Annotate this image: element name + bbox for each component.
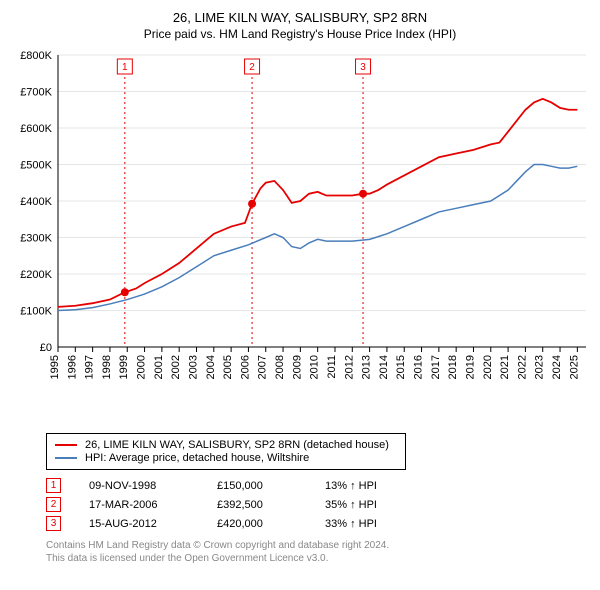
svg-text:2008: 2008	[274, 355, 286, 379]
chart-area: £0 £100K £200K £300K £400K £500K £600K £700K £80…	[8, 47, 592, 427]
svg-text:2003: 2003	[187, 355, 199, 379]
transaction-table: 1 09-NOV-1998 £150,000 13% ↑ HPI 2 17-MAR-200…	[46, 478, 592, 531]
svg-text:£300K: £300K	[20, 233, 52, 245]
legend-item-hpi: HPI: Average price, detached house, Wilt…	[55, 452, 397, 464]
transaction-row: 2 17-MAR-2006 £392,500 35% ↑ HPI	[46, 497, 592, 512]
svg-text:£600K: £600K	[20, 123, 52, 135]
legend: 26, LIME KILN WAY, SALISBURY, SP2 8RN (d…	[46, 433, 406, 470]
svg-text:2012: 2012	[343, 355, 355, 379]
svg-text:2009: 2009	[291, 355, 303, 379]
footer-line-2: This data is licensed under the Open Gov…	[46, 553, 328, 564]
svg-text:3: 3	[360, 62, 366, 73]
svg-text:2014: 2014	[378, 355, 390, 379]
svg-text:2016: 2016	[413, 355, 425, 379]
legend-label-hpi: HPI: Average price, detached house, Wilt…	[85, 452, 309, 464]
svg-text:£0: £0	[40, 342, 52, 354]
transaction-diff: 13% ↑ HPI	[325, 480, 415, 492]
legend-label-price-paid: 26, LIME KILN WAY, SALISBURY, SP2 8RN (d…	[85, 439, 389, 451]
transaction-row: 3 15-AUG-2012 £420,000 33% ↑ HPI	[46, 516, 592, 531]
svg-text:2021: 2021	[499, 355, 511, 379]
transaction-marker: 2	[46, 497, 61, 512]
svg-text:2006: 2006	[239, 355, 251, 379]
transaction-price: £420,000	[217, 518, 297, 530]
svg-text:£100K: £100K	[20, 306, 52, 318]
svg-text:2: 2	[249, 62, 255, 73]
svg-text:2024: 2024	[551, 355, 563, 379]
legend-swatch-hpi	[55, 457, 77, 459]
svg-text:2015: 2015	[395, 355, 407, 379]
svg-text:1995: 1995	[49, 355, 61, 379]
svg-text:2025: 2025	[568, 355, 580, 379]
svg-text:2023: 2023	[534, 355, 546, 379]
svg-text:2018: 2018	[447, 355, 459, 379]
svg-text:2000: 2000	[136, 355, 148, 379]
svg-text:1997: 1997	[84, 355, 96, 379]
transaction-price: £150,000	[217, 480, 297, 492]
legend-item-price-paid: 26, LIME KILN WAY, SALISBURY, SP2 8RN (d…	[55, 439, 397, 451]
svg-text:£400K: £400K	[20, 196, 52, 208]
svg-text:1996: 1996	[66, 355, 78, 379]
svg-text:1999: 1999	[118, 355, 130, 379]
svg-text:2020: 2020	[482, 355, 494, 379]
transaction-date: 15-AUG-2012	[89, 518, 189, 530]
svg-text:£800K: £800K	[20, 50, 52, 62]
svg-text:£500K: £500K	[20, 160, 52, 172]
transaction-date: 17-MAR-2006	[89, 499, 189, 511]
svg-text:2011: 2011	[326, 355, 338, 379]
svg-text:2005: 2005	[222, 355, 234, 379]
svg-text:2004: 2004	[205, 355, 217, 379]
svg-text:£200K: £200K	[20, 269, 52, 281]
transaction-price: £392,500	[217, 499, 297, 511]
footer-attribution: Contains HM Land Registry data © Crown c…	[46, 539, 566, 565]
transaction-diff: 35% ↑ HPI	[325, 499, 415, 511]
transaction-marker: 3	[46, 516, 61, 531]
svg-text:1: 1	[122, 62, 128, 73]
footer-line-1: Contains HM Land Registry data © Crown c…	[46, 540, 389, 551]
chart-svg: £0 £100K £200K £300K £400K £500K £600K £700K £80…	[8, 47, 592, 427]
svg-text:2010: 2010	[309, 355, 321, 379]
transaction-date: 09-NOV-1998	[89, 480, 189, 492]
svg-text:£700K: £700K	[20, 87, 52, 99]
transaction-marker: 1	[46, 478, 61, 493]
svg-text:2013: 2013	[361, 355, 373, 379]
svg-text:2001: 2001	[153, 355, 165, 379]
svg-text:2017: 2017	[430, 355, 442, 379]
transaction-row: 1 09-NOV-1998 £150,000 13% ↑ HPI	[46, 478, 592, 493]
chart-title: 26, LIME KILN WAY, SALISBURY, SP2 8RN	[8, 10, 592, 25]
chart-subtitle: Price paid vs. HM Land Registry's House …	[8, 27, 592, 41]
svg-text:2002: 2002	[170, 355, 182, 379]
svg-text:1998: 1998	[101, 355, 113, 379]
svg-text:2019: 2019	[464, 355, 476, 379]
svg-text:2007: 2007	[257, 355, 269, 379]
svg-text:2022: 2022	[516, 355, 528, 379]
legend-swatch-price-paid	[55, 444, 77, 446]
transaction-diff: 33% ↑ HPI	[325, 518, 415, 530]
